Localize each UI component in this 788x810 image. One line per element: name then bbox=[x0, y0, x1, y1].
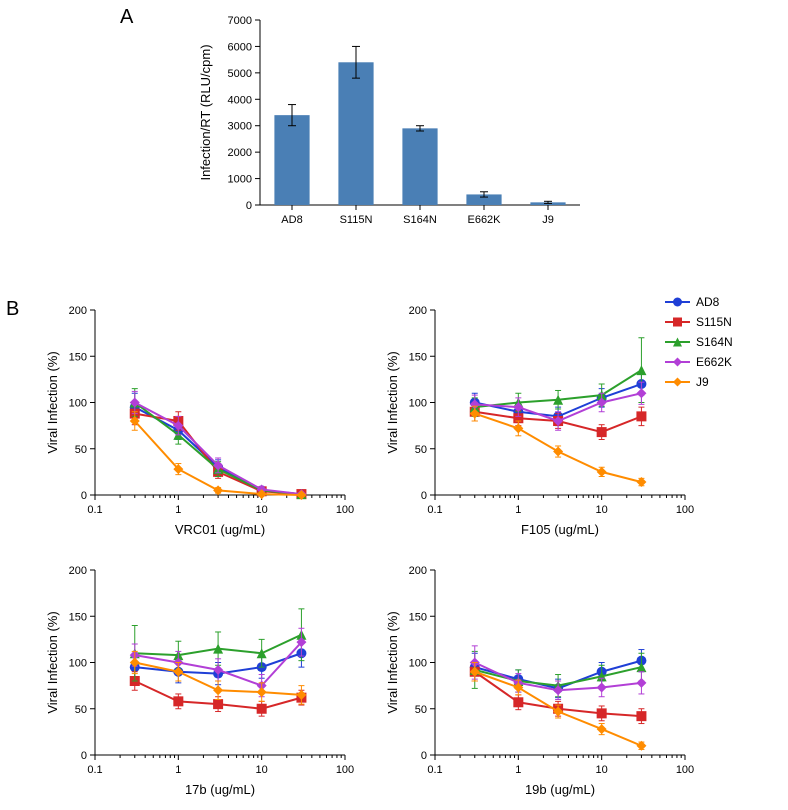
svg-text:7000: 7000 bbox=[228, 15, 252, 27]
svg-text:Viral Infection (%): Viral Infection (%) bbox=[385, 351, 400, 453]
svg-text:150: 150 bbox=[409, 611, 427, 623]
svg-text:1: 1 bbox=[515, 764, 521, 776]
panel-b-chart-vrc01: 0 50 100 150 200 0.1 1 10 100 Viral Infection (%)… bbox=[40, 300, 360, 540]
svg-text:VRC01 (ug/mL): VRC01 (ug/mL) bbox=[175, 522, 265, 537]
svg-text:17b (ug/mL): 17b (ug/mL) bbox=[185, 782, 255, 797]
svg-text:100: 100 bbox=[676, 504, 694, 516]
svg-text:S115N: S115N bbox=[696, 315, 732, 329]
svg-text:S115N: S115N bbox=[340, 214, 373, 226]
svg-text:1: 1 bbox=[515, 504, 521, 516]
panel-a-label: A bbox=[120, 6, 133, 29]
svg-text:10: 10 bbox=[256, 764, 268, 776]
svg-text:2000: 2000 bbox=[228, 147, 252, 159]
svg-text:0: 0 bbox=[246, 200, 252, 212]
svg-text:0: 0 bbox=[421, 750, 427, 762]
panel-b-chart-19b: 0 50 100 150 200 0.1 1 10 100 Viral Infection (%)… bbox=[380, 560, 700, 800]
svg-text:200: 200 bbox=[69, 305, 87, 317]
svg-text:Infection/RT (RLU/cpm): Infection/RT (RLU/cpm) bbox=[198, 44, 213, 180]
svg-text:100: 100 bbox=[69, 398, 87, 410]
svg-text:150: 150 bbox=[69, 351, 87, 363]
svg-text:6000: 6000 bbox=[228, 41, 252, 53]
svg-text:50: 50 bbox=[75, 444, 87, 456]
svg-text:200: 200 bbox=[69, 565, 87, 577]
svg-text:0.1: 0.1 bbox=[87, 764, 102, 776]
svg-text:4000: 4000 bbox=[228, 94, 252, 106]
svg-text:50: 50 bbox=[415, 704, 427, 716]
svg-text:50: 50 bbox=[75, 704, 87, 716]
svg-text:S164N: S164N bbox=[696, 335, 733, 349]
panel-b-chart-f105: 0 50 100 150 200 0.1 1 10 100 Viral Infection (%)… bbox=[380, 300, 700, 540]
svg-text:100: 100 bbox=[69, 658, 87, 670]
svg-text:150: 150 bbox=[409, 351, 427, 363]
svg-text:0: 0 bbox=[421, 490, 427, 502]
panel-b-chart-17b: 0 50 100 150 200 0.1 1 10 100 Viral Infection (%)… bbox=[40, 560, 360, 800]
svg-text:100: 100 bbox=[336, 504, 354, 516]
svg-text:0.1: 0.1 bbox=[87, 504, 102, 516]
svg-text:0.1: 0.1 bbox=[427, 764, 442, 776]
svg-text:100: 100 bbox=[409, 398, 427, 410]
svg-text:50: 50 bbox=[415, 444, 427, 456]
svg-text:10: 10 bbox=[596, 764, 608, 776]
svg-text:200: 200 bbox=[409, 565, 427, 577]
svg-text:Viral Infection (%): Viral Infection (%) bbox=[385, 611, 400, 713]
panel-b-label: B bbox=[6, 298, 19, 321]
svg-text:S164N: S164N bbox=[403, 214, 437, 226]
svg-text:Viral Infection (%): Viral Infection (%) bbox=[45, 351, 60, 453]
svg-text:1000: 1000 bbox=[228, 174, 252, 186]
svg-text:0.1: 0.1 bbox=[427, 504, 442, 516]
svg-text:5000: 5000 bbox=[228, 68, 252, 80]
svg-text:J9: J9 bbox=[542, 214, 554, 226]
svg-text:10: 10 bbox=[596, 504, 608, 516]
svg-text:100: 100 bbox=[676, 764, 694, 776]
svg-text:19b (ug/mL): 19b (ug/mL) bbox=[525, 782, 595, 797]
svg-text:10: 10 bbox=[256, 504, 268, 516]
svg-text:150: 150 bbox=[69, 611, 87, 623]
svg-text:1: 1 bbox=[175, 764, 181, 776]
svg-text:AD8: AD8 bbox=[281, 214, 302, 226]
svg-text:F105 (ug/mL): F105 (ug/mL) bbox=[521, 522, 599, 537]
svg-text:1: 1 bbox=[175, 504, 181, 516]
svg-text:200: 200 bbox=[409, 305, 427, 317]
svg-text:0: 0 bbox=[81, 750, 87, 762]
svg-text:Viral Infection (%): Viral Infection (%) bbox=[45, 611, 60, 713]
panel-a-bar-chart: 0 1000 2000 3000 4000 5000 6000 7000 AD8 S115N S16… bbox=[190, 10, 590, 250]
svg-text:E662K: E662K bbox=[467, 214, 501, 226]
svg-text:E662K: E662K bbox=[696, 355, 732, 369]
svg-text:100: 100 bbox=[409, 658, 427, 670]
svg-text:100: 100 bbox=[336, 764, 354, 776]
svg-text:3000: 3000 bbox=[228, 121, 252, 133]
svg-text:0: 0 bbox=[81, 490, 87, 502]
